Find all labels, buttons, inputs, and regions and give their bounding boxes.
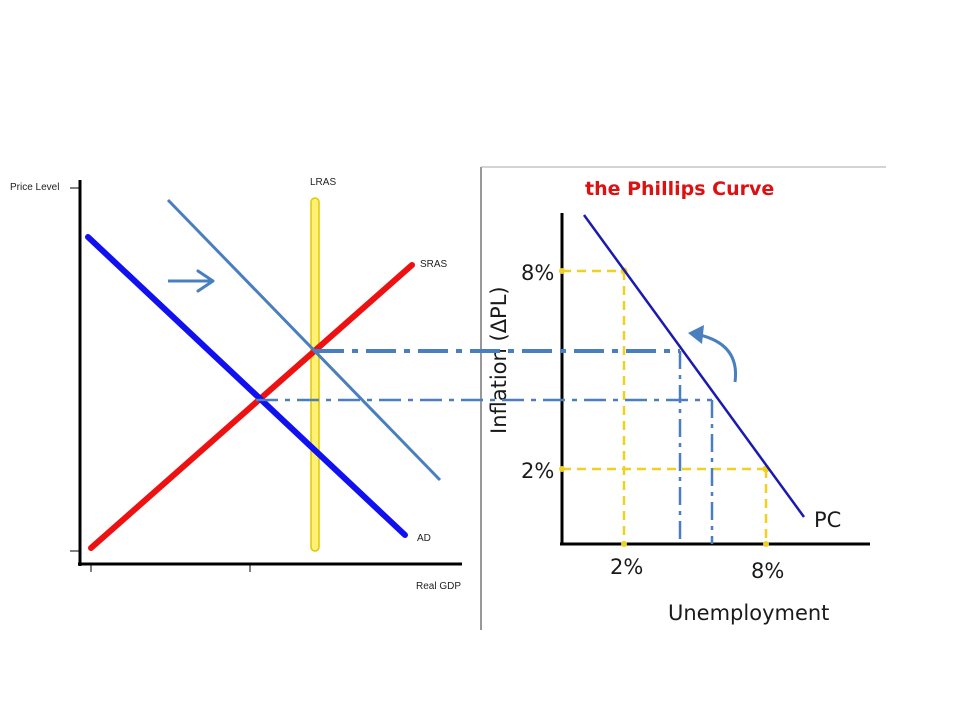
- ad-shifted-curve: [166, 198, 442, 482]
- phillips-diagram: the Phillips Curve PC 8% 2% 2% 8% Inflat…: [480, 166, 886, 630]
- y-tick-2pct-dot: [559, 466, 565, 472]
- y-tick-label-2pct: 2%: [521, 459, 554, 483]
- y-tick-8pct-dot: [559, 268, 565, 274]
- ad-as-y-axis-label: Price Level: [10, 182, 59, 193]
- lras-curve: [310, 197, 320, 552]
- phillips-x-axis-label: Unemployment: [668, 601, 829, 625]
- ad-curve: [85, 234, 408, 538]
- curved-movement-arrow-icon: [688, 325, 738, 383]
- x-tick-8pct-dot: [763, 541, 769, 547]
- ad-as-x-axis-label: Real GDP: [416, 581, 461, 592]
- ad-shift-right-arrow-icon: [168, 269, 215, 293]
- x-tick-label-8pct: 8%: [751, 559, 784, 583]
- phillips-curve: [582, 214, 806, 518]
- phillips-title: the Phillips Curve: [585, 178, 774, 200]
- sras-label: SRAS: [420, 259, 448, 270]
- pc-label: PC: [814, 508, 841, 532]
- phillips-y-axis-label: Inflation (ΔPL): [487, 286, 511, 434]
- connector-lines: [256, 349, 714, 544]
- x-tick-label-2pct: 2%: [610, 555, 643, 579]
- x-tick-2pct-dot: [621, 541, 627, 547]
- ad-as-diagram: Price Level Real GDP LRAS SRAS AD: [10, 177, 462, 592]
- sras-curve: [88, 262, 415, 551]
- ad-label: AD: [417, 533, 431, 544]
- phillips-guides: [562, 269, 768, 544]
- y-tick-label-8pct: 8%: [521, 261, 554, 285]
- lras-label: LRAS: [310, 177, 336, 188]
